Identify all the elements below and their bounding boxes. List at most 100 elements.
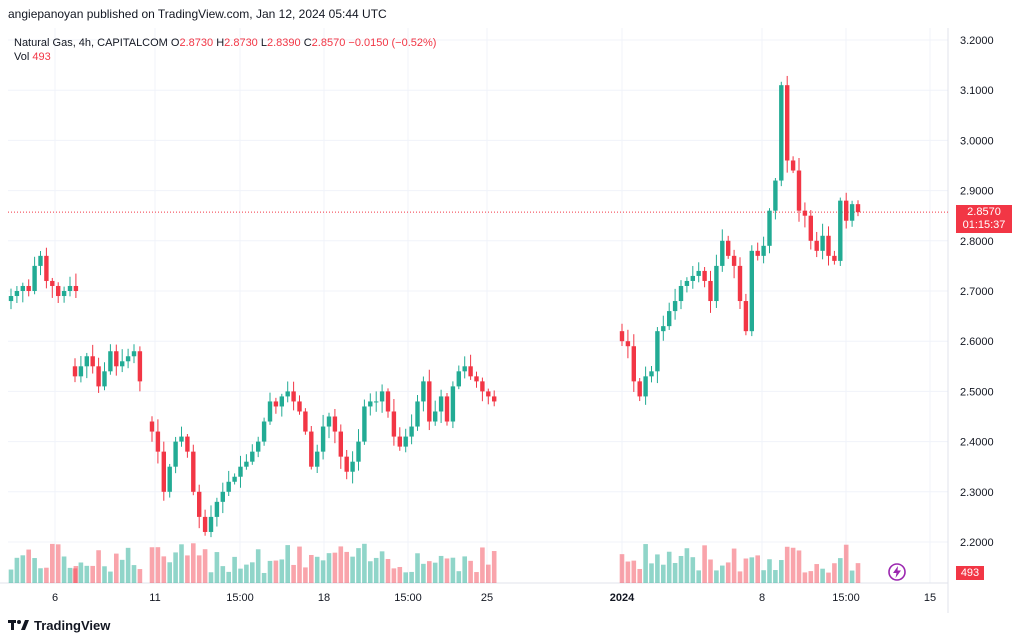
volume-bar: [202, 549, 208, 583]
volume-bar: [415, 553, 420, 583]
candle-body: [26, 285, 31, 291]
volume-bar: [185, 555, 190, 583]
candle-body: [625, 341, 631, 347]
volume-bar: [314, 556, 320, 583]
volume-bar: [137, 569, 143, 583]
candle-body: [220, 491, 225, 502]
candle-body: [267, 401, 273, 422]
candle-body: [726, 240, 731, 256]
candle-body: [297, 401, 302, 412]
volume-bar: [214, 552, 220, 583]
volume-bar: [102, 566, 107, 583]
price-tick-label: 2.9000: [960, 186, 994, 198]
candle-body: [167, 466, 172, 492]
volume-bar: [761, 570, 766, 583]
volume-bar: [456, 571, 462, 583]
legend: Natural Gas, 4h, CAPITALCOM O2.8730 H2.8…: [14, 36, 436, 64]
c-label: C: [303, 37, 312, 49]
candle-body: [84, 356, 89, 367]
candle-body: [374, 401, 379, 403]
candle-body: [409, 426, 414, 437]
volume-bar: [20, 555, 26, 583]
volume-bar: [32, 558, 37, 583]
candle-body: [684, 280, 690, 286]
grid: [0, 28, 949, 613]
volume-bar: [808, 571, 814, 583]
time-tick-label: 8: [759, 592, 765, 604]
candle-body: [303, 411, 308, 432]
candle-body: [326, 416, 332, 427]
lightning-icon[interactable]: [888, 563, 906, 581]
volume-bar: [14, 557, 20, 583]
volume-bar: [373, 557, 379, 583]
last-price-value: 2.8570: [967, 206, 1001, 218]
candle-body: [261, 421, 267, 442]
volume-bar: [391, 568, 397, 583]
candle-body: [125, 356, 131, 362]
candle-body: [149, 421, 155, 432]
volume-bar: [666, 551, 672, 583]
volume-bar: [486, 564, 491, 583]
candle-body: [285, 391, 290, 397]
volume-bar: [149, 547, 155, 583]
candle-body: [433, 411, 438, 422]
candles: [8, 75, 861, 538]
volume-bar: [678, 555, 684, 583]
candle-body: [191, 451, 196, 492]
volume-bar: [114, 553, 119, 583]
volume-bar: [8, 569, 14, 583]
candle-body: [456, 371, 461, 387]
volume-bar: [285, 545, 290, 583]
volume-bar: [702, 545, 707, 583]
volume-bar: [297, 546, 302, 583]
volume-bar: [790, 547, 796, 583]
candle-body: [350, 461, 355, 472]
legend-line-volume: Vol 493: [14, 50, 436, 64]
volume-bar: [55, 544, 61, 583]
volume-bar: [432, 562, 438, 583]
volume-bar: [244, 564, 249, 583]
volume-bar: [208, 572, 214, 583]
volume-bar: [96, 550, 101, 583]
volume-bar: [491, 551, 497, 583]
volume-bar: [784, 546, 790, 583]
candle-body: [90, 356, 95, 367]
volume-bar: [125, 547, 131, 583]
candle-body: [796, 170, 802, 211]
candle-body: [755, 250, 760, 256]
footer-brand[interactable]: TradingView: [8, 618, 110, 633]
candle-body: [637, 381, 642, 397]
volume-bar: [108, 571, 113, 583]
candlestick-chart[interactable]: 3.2000 3.1000 3.0000 2.9000 2.8000 2.7000 2.60…: [0, 28, 1024, 613]
candle-body: [20, 285, 25, 291]
c-value: 2.8570: [311, 37, 346, 49]
volume-bar: [731, 548, 737, 583]
candle-body: [749, 250, 754, 332]
volume-bar: [303, 567, 308, 583]
volume-bar: [67, 567, 73, 583]
volume-bar: [696, 570, 701, 583]
volume-bar: [462, 556, 467, 583]
volume-bar: [690, 557, 696, 583]
time-tick-label: 15:00: [832, 592, 860, 604]
time-tick-label: 15:00: [226, 592, 254, 604]
chart-area[interactable]: 3.2000 3.1000 3.0000 2.9000 2.8000 2.7000 2.60…: [0, 28, 1024, 613]
volume-bar: [320, 560, 326, 583]
candle-body: [397, 436, 402, 447]
time-tick-label: 6: [52, 592, 58, 604]
volume-bar: [625, 561, 631, 583]
time-tick-label: 11: [149, 592, 160, 604]
volume-bar: [161, 556, 167, 583]
candle-body: [785, 85, 790, 161]
candle-body: [767, 210, 772, 246]
volume-bars: [8, 543, 861, 583]
candle-body: [356, 441, 361, 462]
volume-bar: [855, 563, 861, 583]
volume-bar: [72, 568, 78, 583]
volume-bar: [385, 558, 391, 583]
candle-body: [320, 426, 326, 452]
candle-body: [631, 346, 636, 382]
candle-body: [232, 476, 237, 482]
volume-bar: [468, 560, 473, 583]
candle-body: [250, 451, 255, 462]
